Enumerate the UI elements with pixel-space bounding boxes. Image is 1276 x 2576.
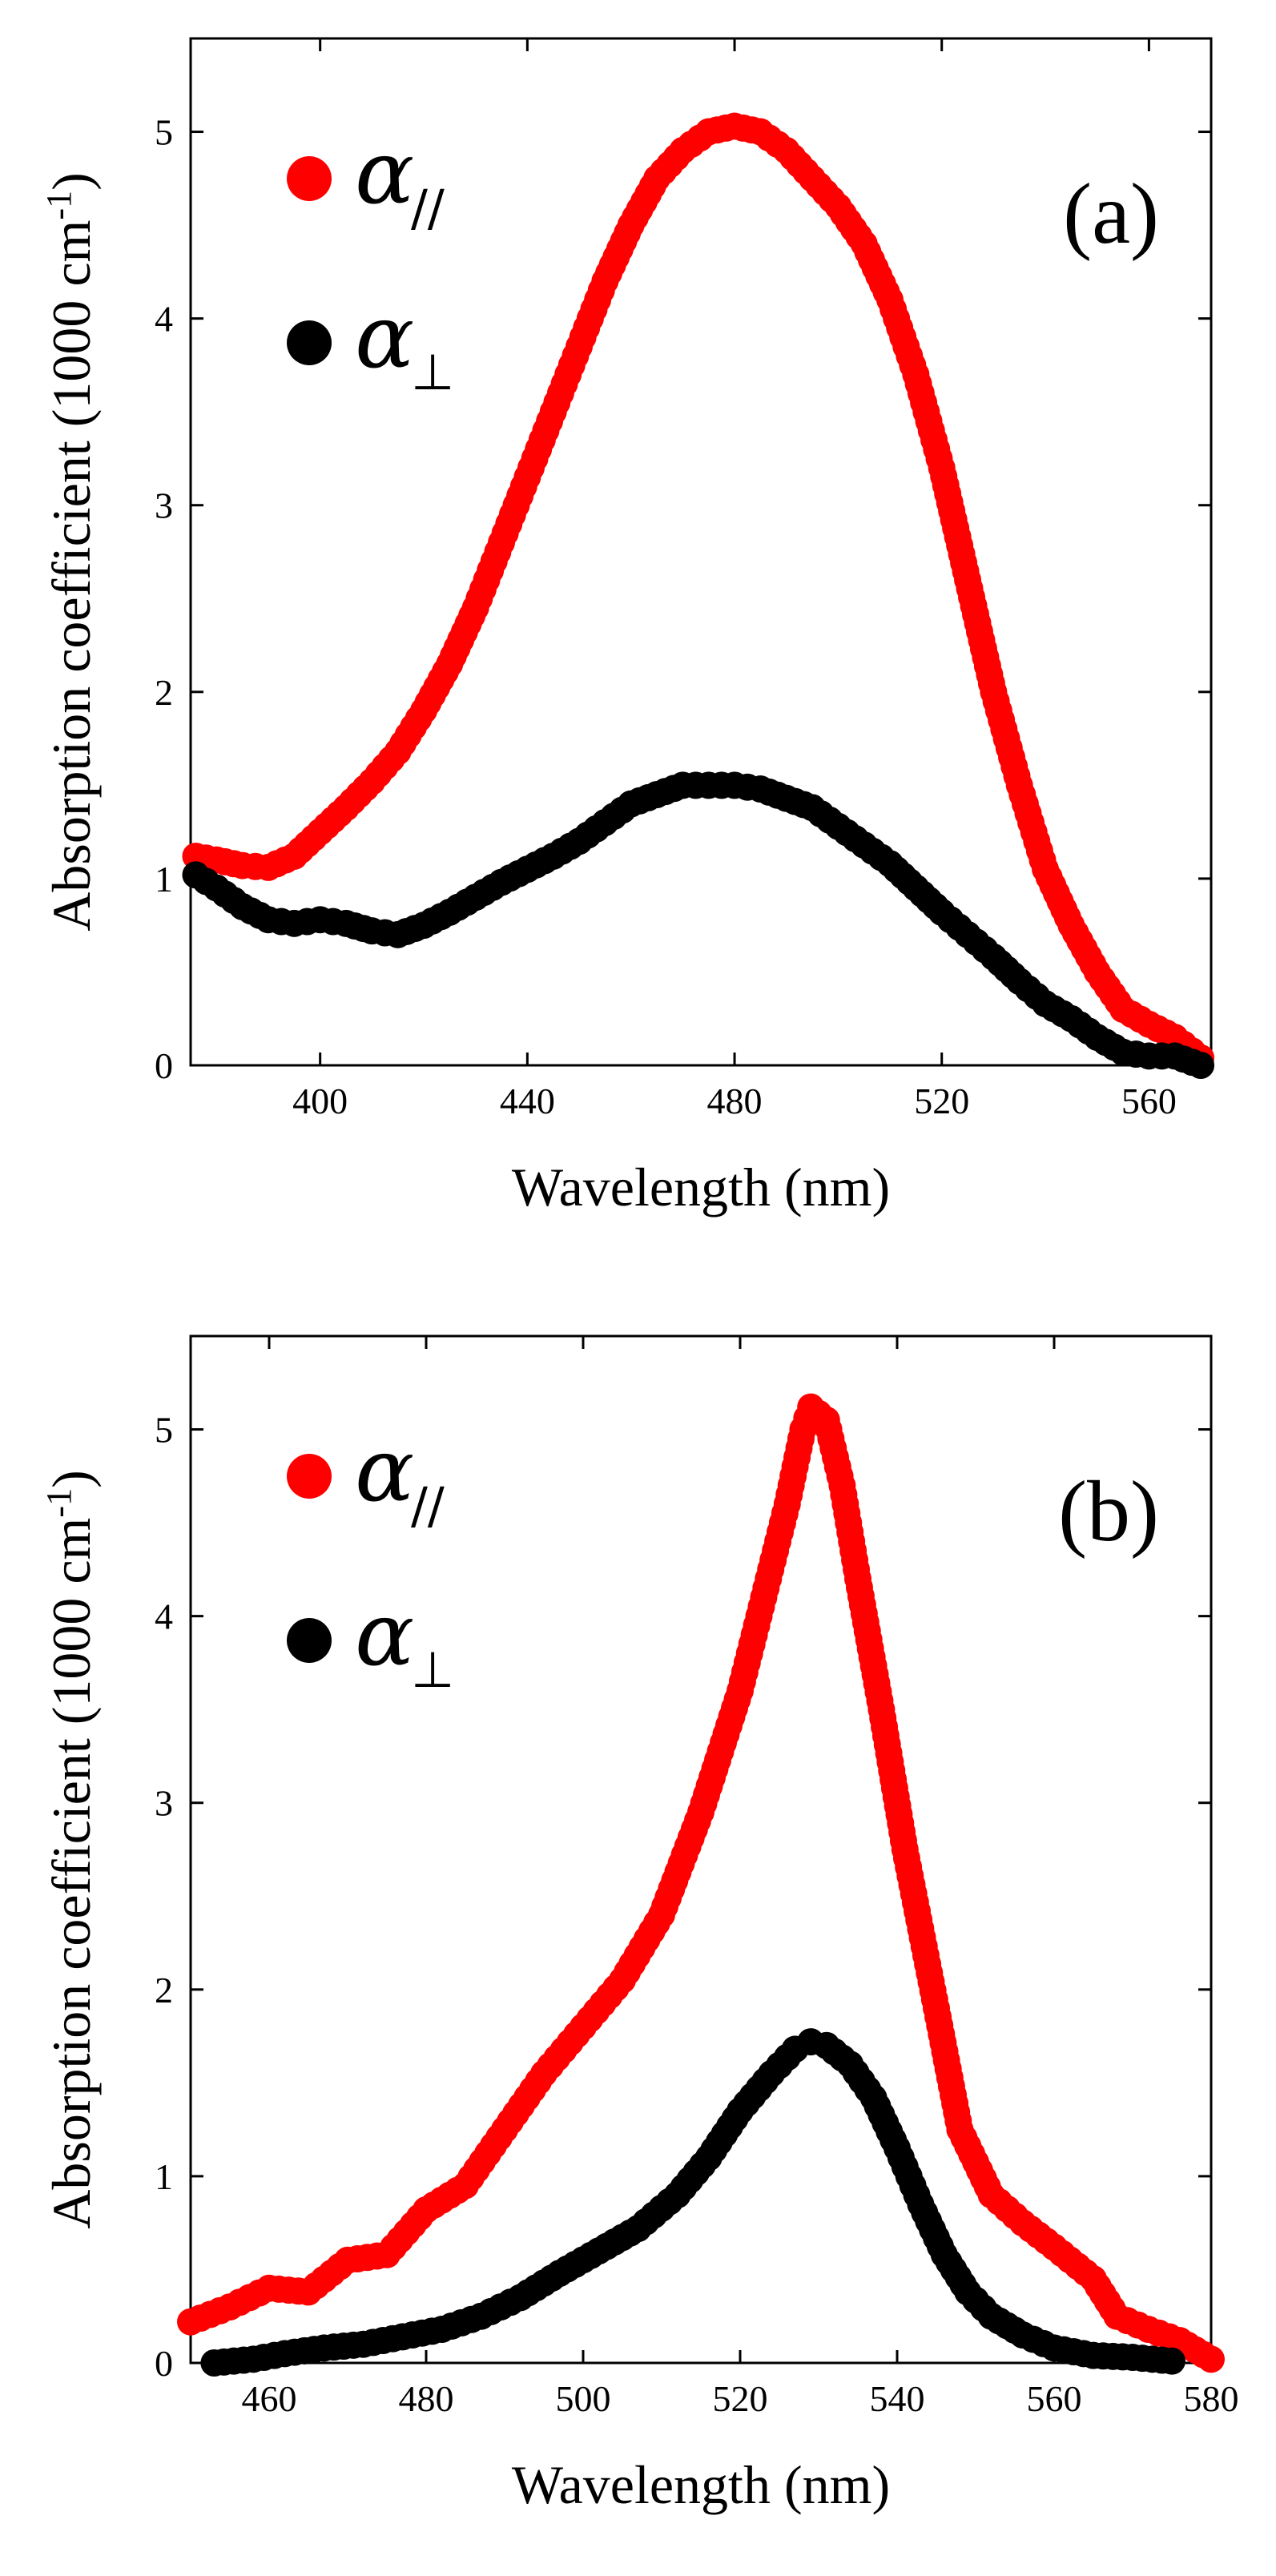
legend-subscript: ⊥	[411, 1640, 454, 1699]
data-point	[1187, 1052, 1215, 1079]
series-alpha-parallel	[182, 112, 1215, 1072]
y-axis-title: Absorption coefficient (1000 cm-1)	[39, 172, 103, 932]
y-axis-title-main: Absorption coefficient (1000 cm	[41, 220, 102, 932]
x-tick-label: 560	[1121, 1081, 1177, 1121]
plot-frame	[189, 37, 1213, 1067]
y-axis-title-main: Absorption coefficient (1000 cm	[41, 1518, 102, 2229]
y-tick-label: 0	[155, 2343, 173, 2384]
x-tick-label: 580	[1184, 2378, 1239, 2419]
legend-marker	[287, 1618, 332, 1663]
y-axis-title-superscript: -1	[39, 191, 78, 220]
panel-label: (a)	[1063, 167, 1159, 262]
y-tick-label: 1	[155, 2156, 173, 2197]
legend-subscript: //	[411, 179, 445, 237]
x-axis-title: Wavelength (nm)	[512, 2454, 890, 2515]
y-tick-label: 3	[155, 1783, 173, 1824]
legend-subscript: ⊥	[411, 343, 454, 401]
x-tick-label: 540	[870, 2378, 925, 2419]
x-tick-label: 520	[914, 1081, 969, 1121]
y-axis-title-superscript: -1	[39, 1488, 78, 1518]
legend-entry-alpha-parallel: α//	[287, 1419, 445, 1535]
y-tick-label: 2	[155, 1970, 173, 2010]
chart-panel-a: 400 440 480 520 560 0 1 2 3 4 5 Wavelength (nm) Abso…	[39, 37, 1215, 1218]
legend-symbol: α	[355, 121, 414, 223]
y-tick-label: 5	[155, 112, 173, 153]
data-point	[1158, 2347, 1185, 2375]
series-alpha-parallel	[177, 1393, 1225, 2373]
y-tick-label: 2	[155, 672, 173, 713]
y-axis-title: Absorption coefficient (1000 cm-1)	[39, 1470, 103, 2229]
legend-entry-alpha-perpendicular: α⊥	[287, 285, 454, 401]
panel-label: (b)	[1058, 1464, 1159, 1560]
legend-entry-alpha-parallel: α//	[287, 121, 445, 237]
y-tick-label: 0	[155, 1045, 173, 1086]
legend-marker	[287, 1454, 332, 1499]
x-tick-label: 520	[713, 2378, 768, 2419]
x-tick-label: 560	[1027, 2378, 1082, 2419]
x-tick-label: 460	[242, 2378, 297, 2419]
y-axis-title-close: )	[41, 172, 102, 191]
data-point	[1198, 2345, 1225, 2373]
legend-marker	[287, 320, 332, 365]
legend-entry-alpha-perpendicular: α⊥	[287, 1583, 454, 1699]
x-axis-title: Wavelength (nm)	[512, 1157, 890, 1218]
x-tick-label: 440	[500, 1081, 555, 1121]
legend-symbol: α	[355, 1419, 414, 1521]
series-alpha-perpendicular	[182, 771, 1215, 1079]
plot-frame	[189, 1334, 1213, 2365]
chart-panel-b: 460 480 500 520 540 560 580 0 1 2 3 4 5 Wavelength (n…	[39, 1334, 1239, 2515]
y-axis-title-close: )	[41, 1470, 102, 1488]
legend-symbol: α	[355, 1583, 414, 1685]
x-tick-label: 480	[707, 1081, 763, 1121]
legend-subscript: //	[411, 1476, 445, 1535]
y-tick-label: 3	[155, 485, 173, 526]
legend-symbol: α	[355, 285, 414, 388]
y-tick-label: 5	[155, 1410, 173, 1451]
x-tick-label: 400	[292, 1081, 348, 1121]
series-alpha-perpendicular	[200, 2028, 1185, 2377]
y-tick-label: 4	[155, 1596, 173, 1637]
y-tick-label: 1	[155, 859, 173, 900]
x-tick-label: 500	[556, 2378, 611, 2419]
y-tick-label: 4	[155, 299, 173, 340]
legend-marker	[287, 156, 332, 201]
x-tick-label: 480	[399, 2378, 454, 2419]
